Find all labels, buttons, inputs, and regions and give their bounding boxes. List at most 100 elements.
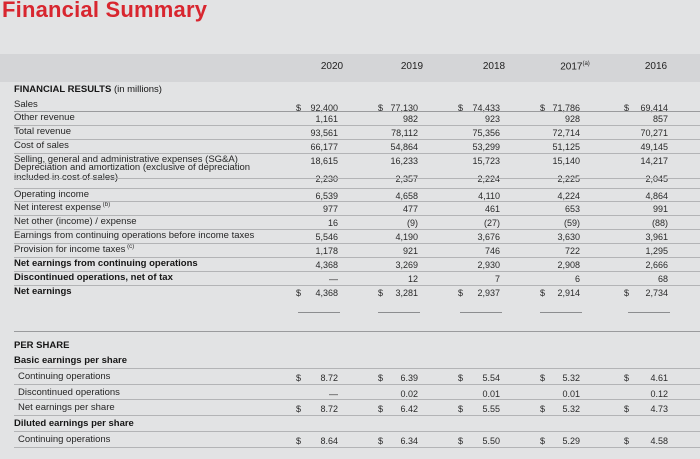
- cell-value: 49,145: [640, 142, 668, 152]
- row-divider: [14, 201, 700, 202]
- currency-symbol: $: [458, 404, 464, 414]
- year-2018: 2018: [464, 61, 524, 72]
- cell-value: 2,734: [645, 288, 668, 298]
- year-label: 2017: [560, 61, 583, 73]
- row-label: Net earnings per share: [18, 402, 115, 413]
- cell-value: 14,217: [640, 156, 668, 166]
- cell-value: 982: [402, 114, 418, 124]
- row-label: Net interest expense (b): [14, 202, 111, 214]
- row-divider: [14, 415, 700, 416]
- cell-value: 51,125: [552, 142, 580, 152]
- section-per-share: PER SHARE: [14, 340, 69, 351]
- cell-value: 0.12: [650, 389, 668, 399]
- currency-symbol: $: [378, 404, 384, 414]
- cell-value: 477: [402, 204, 418, 214]
- row-divider: [14, 368, 700, 369]
- currency-symbol: $: [296, 373, 302, 383]
- cell-value: —: [329, 389, 338, 399]
- row-divider: [14, 331, 700, 332]
- currency-symbol: $: [540, 288, 546, 298]
- row-divider: [14, 447, 700, 448]
- row-divider: [14, 271, 700, 272]
- section-subtitle: (in millions): [113, 84, 162, 95]
- cell-value: 2,225: [557, 174, 580, 184]
- cell-value: 5.55: [482, 404, 500, 414]
- cell-value: 4.73: [650, 404, 668, 414]
- cell-value: 16: [327, 218, 338, 228]
- year-label: 2019: [400, 61, 424, 72]
- cell-value: 5.32: [562, 404, 580, 414]
- cell-value: 3,281: [395, 288, 418, 298]
- currency-symbol: $: [624, 436, 630, 446]
- row-divider: [14, 153, 700, 154]
- cell-value: 77,130: [390, 103, 418, 113]
- year-label: 2018: [482, 61, 506, 72]
- row-label: Cost of sales: [14, 140, 69, 151]
- cell-value: —: [329, 274, 338, 284]
- cell-value: 857: [652, 114, 668, 124]
- cell-value: 5.54: [482, 373, 500, 383]
- currency-symbol: $: [296, 288, 302, 298]
- cell-value: 5.32: [562, 373, 580, 383]
- cell-value: 78,112: [391, 128, 418, 138]
- cell-value: (9): [407, 218, 418, 228]
- column-underline: [378, 312, 420, 313]
- cell-value: 746: [484, 246, 500, 256]
- cell-value: 0.02: [400, 389, 418, 399]
- cell-value: 5.50: [482, 436, 500, 446]
- cell-value: 4,224: [557, 191, 580, 201]
- row-label: Diluted earnings per share: [14, 418, 134, 429]
- row-label: Continuing operations: [18, 434, 111, 445]
- row-divider: [14, 178, 700, 179]
- cell-value: 4.58: [650, 436, 668, 446]
- row-label: included in cost of sales): [14, 172, 118, 183]
- currency-symbol: $: [296, 103, 302, 113]
- currency-symbol: $: [378, 436, 384, 446]
- row-label: Continuing operations: [18, 371, 111, 382]
- currency-symbol: $: [458, 288, 464, 298]
- cell-value: 4,368: [315, 260, 338, 270]
- cell-value: 75,356: [472, 128, 500, 138]
- row-label: Net other (income) / expense: [14, 216, 137, 227]
- currency-symbol: $: [458, 436, 464, 446]
- row-divider: [14, 243, 700, 244]
- currency-symbol: $: [378, 288, 384, 298]
- cell-value: 0.01: [562, 389, 580, 399]
- year-2016: 2016: [626, 61, 686, 72]
- cell-value: (27): [483, 218, 500, 228]
- column-underline: [298, 312, 340, 313]
- cell-value: 54,864: [390, 142, 418, 152]
- cell-value: 2,937: [477, 288, 500, 298]
- cell-value: 2,930: [477, 260, 500, 270]
- cell-value: 53,299: [472, 142, 500, 152]
- currency-symbol: $: [624, 288, 630, 298]
- year-2020: 2020: [302, 61, 362, 72]
- cell-value: 2,230: [315, 174, 338, 184]
- cell-value: 6,539: [315, 191, 338, 201]
- row-label: Provision for income taxes (c): [14, 244, 135, 256]
- cell-value: 66,177: [310, 142, 338, 152]
- row-divider: [14, 229, 700, 230]
- currency-symbol: $: [296, 436, 302, 446]
- footnote-marker: (b): [101, 202, 111, 208]
- cell-value: 5.29: [562, 436, 580, 446]
- cell-value: 4,864: [645, 191, 668, 201]
- row-divider: [14, 285, 700, 286]
- cell-value: 68: [657, 274, 668, 284]
- cell-value: 2,908: [557, 260, 580, 270]
- cell-value: (88): [651, 218, 668, 228]
- cell-value: 3,676: [477, 232, 500, 242]
- column-underline: [460, 312, 502, 313]
- cell-value: 93,561: [310, 128, 338, 138]
- cell-value: 69,414: [640, 103, 668, 113]
- cell-value: 70,271: [640, 128, 668, 138]
- cell-value: 6: [574, 274, 580, 284]
- row-label: Discontinued operations: [18, 387, 120, 398]
- row-label: Sales: [14, 99, 38, 110]
- cell-value: 653: [564, 204, 580, 214]
- row-divider: [14, 215, 700, 216]
- cell-value: 1,178: [315, 246, 338, 256]
- cell-value: 71,786: [552, 103, 580, 113]
- cell-value: 928: [564, 114, 580, 124]
- cell-value: 18,615: [310, 156, 338, 166]
